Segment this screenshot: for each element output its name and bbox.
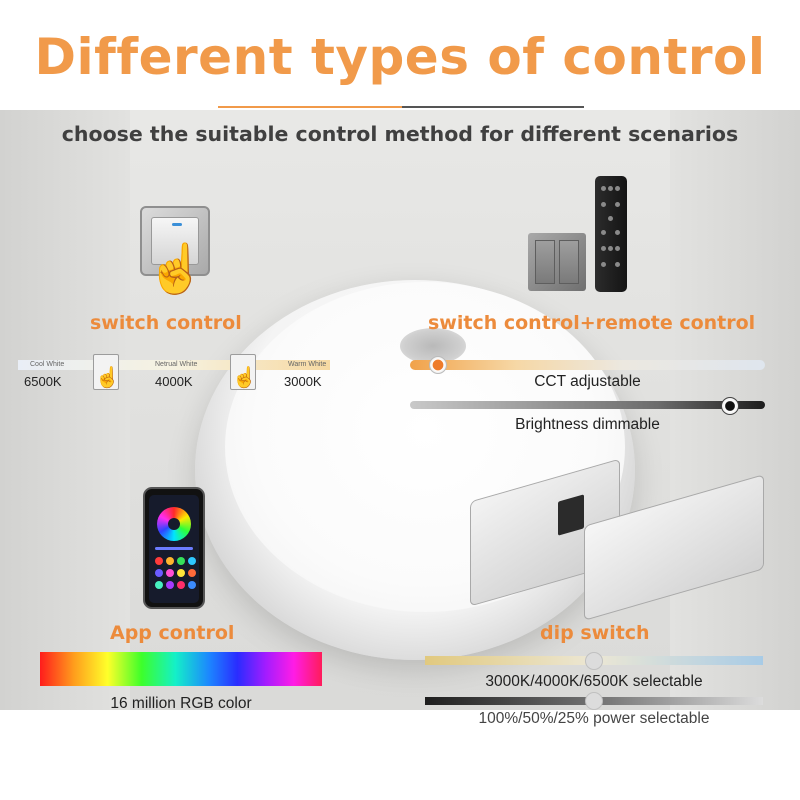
cct-caption: CCT adjustable xyxy=(534,373,641,390)
color-dot xyxy=(177,581,185,589)
phone-screen xyxy=(149,495,199,603)
switch-control-label: switch control xyxy=(90,312,242,334)
scene-background xyxy=(0,110,800,710)
dip-cct-slider-thumb[interactable] xyxy=(585,652,603,670)
switch-key xyxy=(151,217,199,265)
color-dot xyxy=(177,557,185,565)
dip-switch-label: dip switch xyxy=(540,622,650,644)
color-dot xyxy=(166,557,174,565)
remote-control-icon xyxy=(595,176,627,292)
cct-slider-track[interactable] xyxy=(410,360,765,370)
kelvin-3000: 3000K xyxy=(284,374,322,389)
phone-slider xyxy=(155,547,193,550)
app-control-label: App control xyxy=(110,622,235,644)
color-dot xyxy=(155,557,163,565)
kelvin-4000: 4000K xyxy=(155,374,193,389)
gang-key-1 xyxy=(535,240,555,284)
page-subtitle: choose the suitable control method for d… xyxy=(61,122,739,146)
strip-tag-cool: Cool White xyxy=(30,361,65,368)
title-rule-left xyxy=(218,106,402,108)
brightness-slider-thumb[interactable] xyxy=(720,397,739,415)
wall-switch-icon xyxy=(140,206,210,276)
color-dot xyxy=(188,581,196,589)
strip-tag-warm: Warm White xyxy=(288,361,327,368)
cct-strip xyxy=(18,360,330,370)
mini-switch-1 xyxy=(93,354,119,390)
brightness-caption: Brightness dimmable xyxy=(515,416,660,433)
dip-power-slider-thumb[interactable] xyxy=(585,692,603,710)
color-dot xyxy=(177,569,185,577)
smartphone-icon xyxy=(143,487,205,609)
color-dot xyxy=(188,569,196,577)
color-wheel-center xyxy=(168,518,180,530)
color-dot xyxy=(155,581,163,589)
color-dot xyxy=(188,557,196,565)
two-gang-switch-icon xyxy=(528,233,586,291)
mini-hand-icon: ☝ xyxy=(95,367,120,389)
mini-hand-icon: ☝ xyxy=(232,367,257,389)
color-dot xyxy=(166,569,174,577)
wall-left xyxy=(0,110,130,710)
kelvin-6500: 6500K xyxy=(24,374,62,389)
rgb-spectrum-bar xyxy=(40,652,322,686)
cct-slider-thumb[interactable] xyxy=(429,356,448,374)
strip-tag-neutral: Netrual White xyxy=(155,361,198,368)
color-dot xyxy=(166,581,174,589)
color-dot xyxy=(155,569,163,577)
remote-control-label: switch control+remote control xyxy=(428,312,756,334)
brightness-slider-track[interactable] xyxy=(410,401,765,409)
switch-led xyxy=(172,223,182,226)
hand-pointer-icon: ☝ xyxy=(146,243,206,296)
dip-cct-caption: 3000K/4000K/6500K selectable xyxy=(485,673,703,690)
rgb-caption: 16 million RGB color xyxy=(110,695,252,712)
dip-power-caption: 100%/50%/25% power selectable xyxy=(478,710,710,727)
mini-switch-2 xyxy=(230,354,256,390)
page-title: Different types of control xyxy=(34,28,766,86)
title-rule-right xyxy=(402,106,584,108)
gang-key-2 xyxy=(559,240,579,284)
